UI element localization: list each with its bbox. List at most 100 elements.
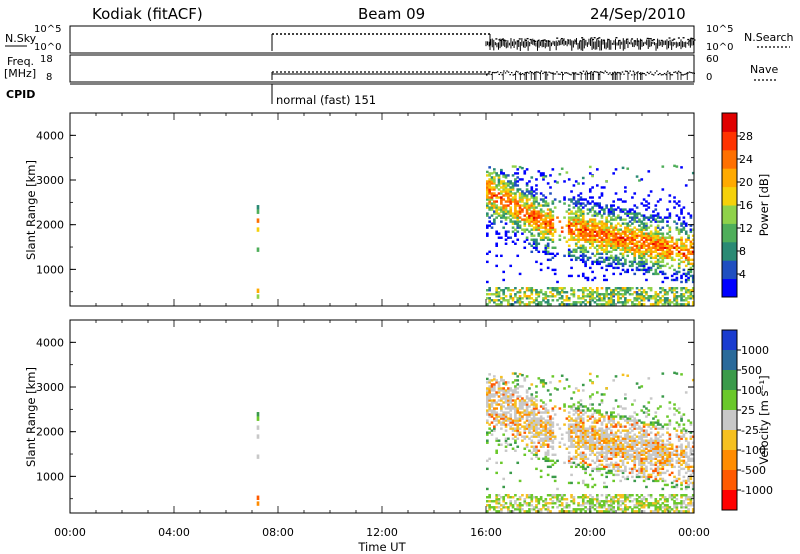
- power-cell: [567, 244, 571, 247]
- power-cell: [610, 230, 613, 233]
- power-cell: [614, 192, 618, 195]
- power-cell: [256, 294, 260, 299]
- velocity-cell: [514, 409, 517, 412]
- power-colorbar-tick-label: 8: [739, 245, 746, 258]
- power-cell: [577, 289, 580, 292]
- power-cell: [649, 266, 653, 270]
- velocity-cell: [591, 433, 594, 436]
- power-cell: [600, 266, 604, 270]
- velocity-cell: [511, 423, 515, 426]
- power-cell: [675, 278, 679, 282]
- power-cell: [591, 260, 594, 264]
- velocity-cell: [514, 508, 517, 511]
- power-cell: [553, 246, 557, 249]
- velocity-cell: [544, 457, 548, 461]
- power-cell: [572, 202, 576, 205]
- power-cell: [633, 244, 637, 247]
- velocity-cell: [539, 415, 543, 418]
- power-cell: [607, 232, 611, 235]
- power-cell: [521, 210, 524, 213]
- velocity-cell: [579, 433, 583, 436]
- power-cell: [551, 252, 555, 256]
- velocity-cell: [516, 409, 520, 412]
- power-cell: [584, 289, 587, 292]
- power-cell: [633, 212, 637, 215]
- power-cell: [598, 202, 601, 205]
- velocity-cell: [588, 431, 592, 434]
- velocity-cell: [549, 427, 552, 430]
- velocity-cell: [588, 409, 592, 412]
- velocity-cell: [516, 433, 520, 436]
- power-cell: [521, 200, 524, 203]
- velocity-cell: [579, 451, 583, 454]
- velocity-cell: [591, 496, 594, 499]
- power-cell: [493, 186, 496, 189]
- velocity-cell: [612, 435, 615, 438]
- velocity-cell: [661, 496, 665, 499]
- power-cell: [600, 228, 604, 231]
- velocity-cell: [652, 417, 655, 420]
- velocity-cell: [647, 451, 651, 454]
- power-cell: [649, 254, 653, 258]
- power-cell: [626, 254, 630, 258]
- velocity-cell: [488, 415, 491, 418]
- velocity-cell: [610, 445, 613, 448]
- velocity-cell: [486, 399, 489, 402]
- nsearch-tick-high: 10^5: [706, 24, 733, 35]
- power-cell: [567, 254, 571, 258]
- power-cell: [542, 226, 545, 229]
- power-cell: [610, 301, 613, 304]
- velocity-cell: [544, 451, 548, 454]
- velocity-cell: [518, 433, 522, 436]
- velocity-cell: [595, 510, 599, 513]
- velocity-cell: [668, 419, 672, 422]
- power-cell: [624, 186, 627, 189]
- power-cell: [647, 270, 651, 274]
- power-cell: [544, 236, 548, 239]
- power-cell: [677, 250, 681, 254]
- power-cell: [633, 236, 637, 239]
- power-cell: [544, 248, 548, 252]
- velocity-cell: [521, 435, 524, 438]
- velocity-cell: [677, 459, 681, 463]
- power-cell: [598, 240, 601, 243]
- velocity-cell: [640, 494, 644, 497]
- power-cell: [691, 264, 695, 268]
- velocity-cell: [546, 423, 550, 426]
- velocity-cell: [612, 502, 615, 505]
- velocity-cell: [539, 429, 543, 432]
- power-cell: [528, 222, 531, 225]
- velocity-cell: [638, 437, 641, 440]
- velocity-cell: [673, 453, 676, 456]
- power-cell: [680, 293, 683, 296]
- velocity-cell: [682, 435, 686, 438]
- velocity-cell: [577, 405, 580, 408]
- power-cell: [511, 226, 515, 229]
- power-cell: [642, 295, 646, 298]
- time-tick-label: 16:00: [470, 526, 502, 539]
- power-cell: [495, 216, 498, 219]
- velocity-cell: [628, 500, 632, 503]
- power-cell: [551, 168, 555, 171]
- velocity-cell: [546, 494, 550, 497]
- velocity-cell: [528, 449, 531, 452]
- power-cell: [682, 220, 686, 223]
- velocity-cell: [495, 379, 498, 382]
- power-cell: [542, 297, 545, 300]
- velocity-cell: [684, 391, 688, 394]
- power-cell: [600, 236, 604, 239]
- velocity-cell: [502, 419, 506, 422]
- velocity-cell: [546, 437, 550, 440]
- power-cell: [621, 166, 625, 170]
- velocity-cell: [521, 494, 524, 497]
- velocity-cell: [614, 441, 618, 444]
- nsearch-dot: [634, 40, 637, 42]
- velocity-cell: [682, 510, 686, 513]
- power-cell: [495, 293, 498, 296]
- velocity-cell: [495, 451, 498, 454]
- velocity-cell: [603, 419, 606, 422]
- power-cell: [595, 250, 599, 254]
- power-cell: [514, 234, 517, 237]
- power-cell: [605, 238, 608, 241]
- velocity-cell: [511, 407, 515, 410]
